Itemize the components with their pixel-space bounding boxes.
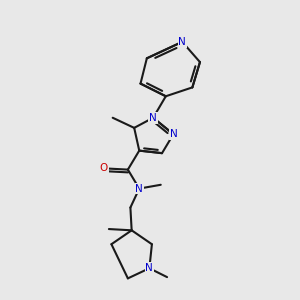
- Text: N: N: [149, 113, 157, 123]
- Text: N: N: [135, 184, 143, 194]
- Text: N: N: [146, 263, 153, 273]
- Text: O: O: [100, 163, 108, 173]
- Text: N: N: [169, 129, 177, 139]
- Text: N: N: [178, 37, 186, 47]
